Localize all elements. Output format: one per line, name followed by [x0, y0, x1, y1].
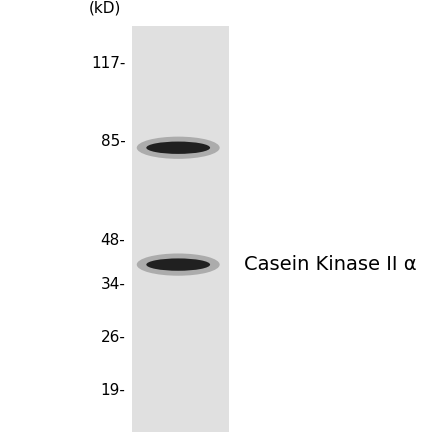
- Text: 85-: 85-: [101, 134, 125, 149]
- Text: (kD): (kD): [88, 0, 121, 15]
- Ellipse shape: [147, 142, 210, 154]
- Text: 26-: 26-: [100, 330, 125, 345]
- Text: 34-: 34-: [100, 277, 125, 292]
- Ellipse shape: [137, 137, 220, 159]
- Text: 48-: 48-: [101, 233, 125, 248]
- Text: Casein Kinase II α: Casein Kinase II α: [244, 255, 417, 274]
- Bar: [132, 26, 229, 432]
- Ellipse shape: [137, 254, 220, 276]
- Text: 19-: 19-: [100, 383, 125, 398]
- Ellipse shape: [147, 258, 210, 271]
- Text: 117-: 117-: [91, 56, 125, 71]
